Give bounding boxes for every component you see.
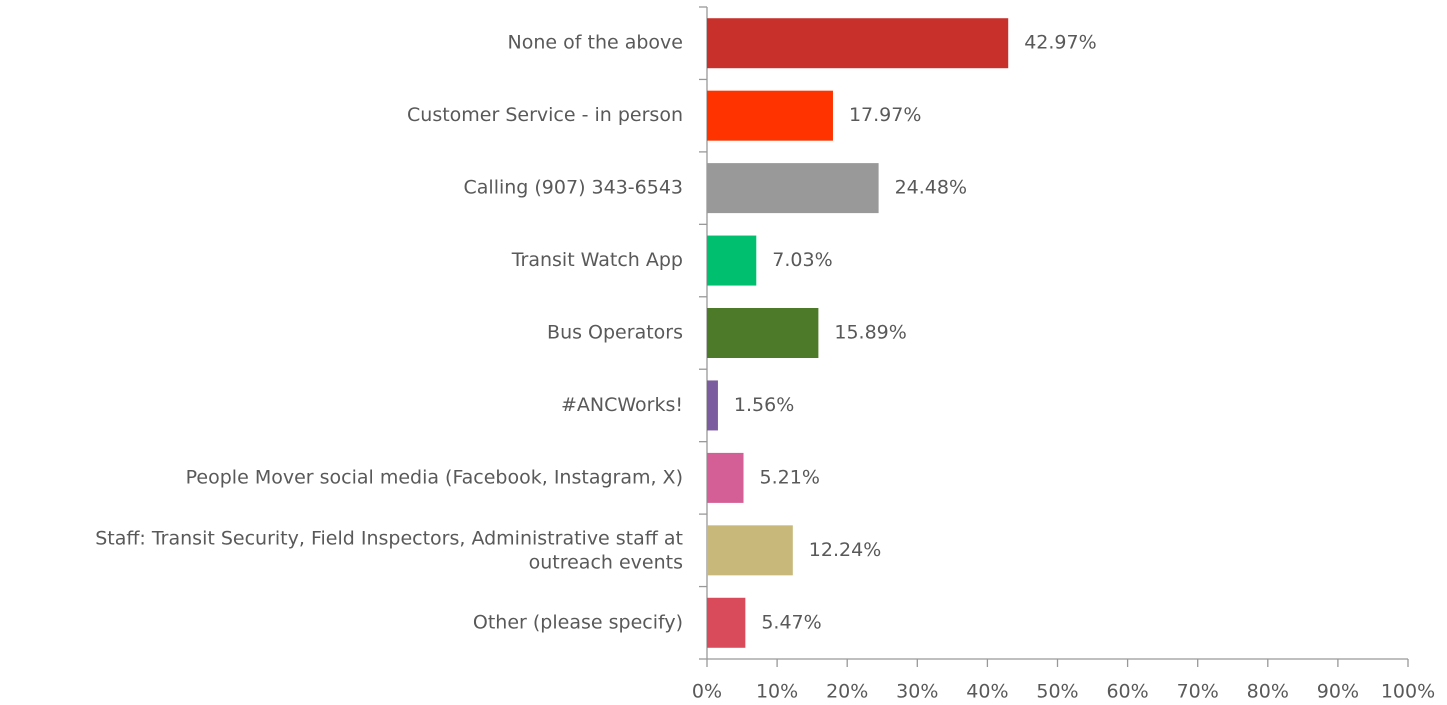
x-tick-label: 40% [966,681,1008,703]
bar [707,163,879,214]
x-tick-label: 30% [896,681,938,703]
bar [707,597,746,648]
x-tick-label: 100% [1381,681,1435,703]
y-tick-label: Calling (907) 343-6543 [464,177,684,199]
value-label: 5.47% [761,611,821,633]
value-label: 1.56% [734,394,794,416]
value-label: 42.97% [1024,32,1096,54]
bar [707,90,833,141]
value-label: 12.24% [809,539,881,561]
y-tick-label: Other (please specify) [473,611,683,633]
bar [707,235,757,286]
y-tick-label: Transit Watch App [511,249,683,271]
y-tick-label: Bus Operators [547,322,683,344]
bar [707,380,718,431]
y-tick-label: Staff: Transit Security, Field Inspector… [95,527,683,573]
value-label: 24.48% [895,177,967,199]
value-label: 5.21% [760,466,820,488]
x-tick-label: 60% [1106,681,1148,703]
y-tick-label: None of the above [508,32,683,54]
bar [707,18,1009,69]
value-label: 17.97% [849,104,921,126]
bar [707,452,744,503]
x-tick-label: 50% [1036,681,1078,703]
x-tick-label: 10% [756,681,798,703]
x-tick-label: 0% [692,681,722,703]
bar [707,525,793,576]
y-tick-label: #ANCWorks! [561,394,683,416]
x-tick-label: 90% [1317,681,1359,703]
y-tick-label: Customer Service - in person [407,104,683,126]
y-tick-label: People Mover social media (Facebook, Ins… [186,466,683,488]
x-tick-label: 70% [1177,681,1219,703]
value-label: 7.03% [772,249,832,271]
value-label: 15.89% [834,322,906,344]
bar [707,308,819,358]
x-tick-label: 20% [826,681,868,703]
x-tick-label: 80% [1247,681,1289,703]
